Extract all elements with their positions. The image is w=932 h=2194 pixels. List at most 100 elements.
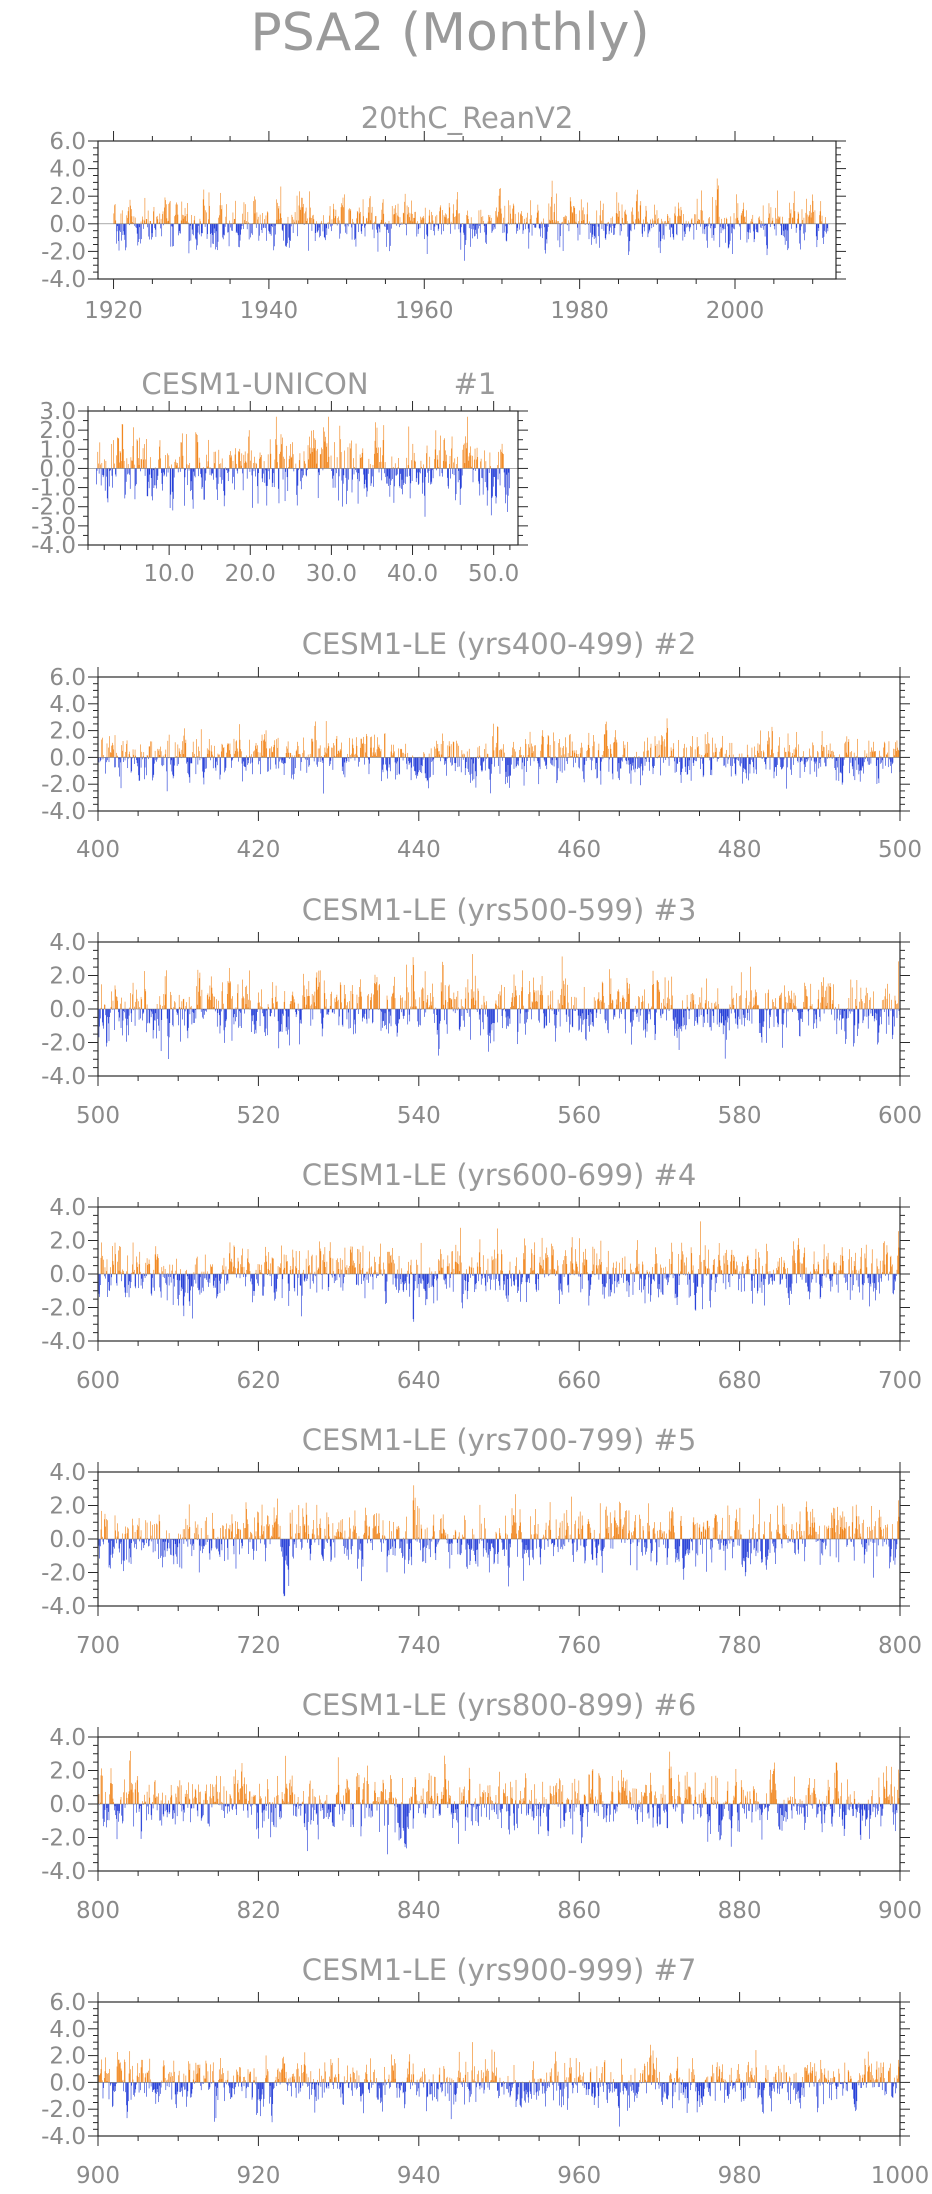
data-bar	[155, 468, 157, 486]
data-bar	[305, 757, 306, 760]
data-bar	[246, 1269, 247, 1274]
data-bar	[259, 214, 261, 224]
data-bar	[626, 214, 627, 224]
data-bar	[818, 223, 820, 232]
data-bar	[262, 213, 264, 224]
data-bar	[696, 223, 697, 230]
data-bar	[793, 191, 795, 224]
data-bar	[240, 1009, 241, 1013]
data-bar	[611, 999, 613, 1009]
data-bar	[743, 757, 745, 768]
data-bar	[519, 223, 521, 230]
data-bar	[823, 223, 825, 237]
data-bar	[674, 213, 675, 224]
data-bar	[543, 757, 545, 760]
data-bar	[309, 757, 310, 766]
data-bar	[365, 1274, 366, 1275]
data-bar	[431, 757, 433, 762]
data-bar	[825, 990, 826, 1009]
data-bar	[478, 1009, 480, 1020]
data-bar	[819, 1009, 821, 1022]
data-bar	[281, 1245, 282, 1274]
data-bar	[643, 223, 645, 228]
data-bar	[511, 997, 513, 1009]
data-bar	[450, 999, 452, 1009]
data-bar	[100, 1274, 101, 1286]
data-bar	[477, 988, 479, 1009]
data-bar	[140, 459, 142, 469]
data-bar	[715, 199, 717, 224]
data-bar	[407, 468, 408, 477]
data-bar	[255, 462, 257, 469]
data-bar	[233, 1009, 235, 1025]
data-bar	[797, 211, 799, 224]
data-bar	[298, 460, 300, 469]
data-bar	[693, 757, 695, 766]
data-bar	[746, 1009, 748, 1021]
data-bar	[578, 221, 579, 224]
data-bar	[392, 467, 394, 469]
data-bar	[719, 223, 721, 248]
data-bar	[655, 1009, 656, 1034]
data-bar	[410, 220, 411, 224]
data-bar	[159, 754, 161, 758]
data-bar	[227, 223, 229, 233]
data-bar	[170, 1274, 171, 1277]
data-bar	[363, 736, 364, 758]
data-bar	[497, 465, 498, 469]
data-bar	[738, 753, 740, 758]
data-bar	[697, 747, 699, 758]
data-bar	[602, 983, 604, 1009]
data-bar	[361, 743, 363, 758]
data-bar	[817, 999, 819, 1009]
data-bar	[571, 756, 572, 758]
data-bar	[424, 1274, 425, 1290]
data-bar	[249, 970, 250, 1009]
data-bar	[394, 214, 396, 224]
data-bar	[779, 995, 780, 1009]
data-bar	[549, 219, 550, 224]
data-bar	[815, 1009, 816, 1015]
data-bar	[787, 733, 789, 758]
data-bar	[408, 426, 410, 469]
data-bar	[562, 221, 563, 224]
data-bar	[860, 757, 862, 771]
data-bar	[434, 459, 435, 469]
data-bar	[575, 213, 577, 224]
data-bar	[450, 223, 451, 234]
data-bar	[732, 998, 733, 1009]
data-bar	[430, 222, 431, 224]
data-bar	[671, 976, 673, 1009]
data-bar	[488, 757, 489, 769]
data-bar	[410, 468, 412, 484]
data-bar	[133, 216, 135, 224]
data-bar	[603, 734, 605, 758]
data-bar	[650, 743, 652, 758]
data-bar	[546, 757, 548, 770]
data-bar	[620, 1009, 622, 1013]
data-bar	[195, 223, 197, 240]
data-bar	[209, 468, 211, 475]
data-bar	[479, 755, 481, 758]
data-bar	[140, 1271, 141, 1274]
data-bar	[247, 211, 249, 224]
data-bar	[227, 1274, 229, 1284]
data-bar	[345, 994, 346, 1009]
data-bar	[400, 223, 402, 225]
data-bar	[519, 995, 520, 1009]
data-bar	[595, 1000, 596, 1009]
data-bar	[640, 757, 642, 767]
data-bar	[688, 1009, 690, 1020]
data-bar	[586, 750, 588, 758]
data-bar	[362, 448, 364, 469]
data-bar	[116, 223, 118, 232]
data-bar	[518, 1007, 519, 1009]
data-bar	[681, 1009, 683, 1032]
data-bar	[421, 757, 423, 774]
data-bar	[594, 757, 596, 759]
data-bar	[195, 757, 197, 775]
data-bar	[224, 223, 226, 227]
data-bar	[271, 998, 273, 1009]
data-bar	[658, 982, 659, 1009]
data-bar	[216, 223, 218, 248]
